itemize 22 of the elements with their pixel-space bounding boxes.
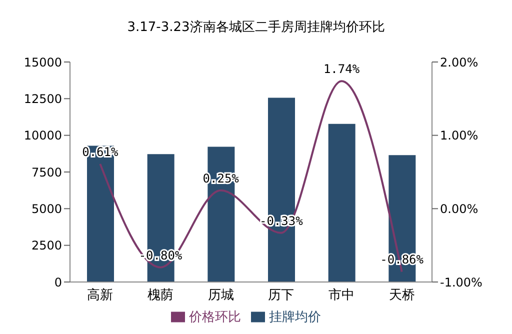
x-tick-label: 历城 (208, 288, 234, 304)
x-tick-label: 天桥 (388, 288, 415, 304)
y2-tick-label: 0.00% (440, 202, 478, 216)
y2-tick-label: 1.00% (440, 128, 478, 143)
x-tick-label: 高新 (87, 287, 114, 304)
y2-tick-label: 2.00% (440, 55, 478, 70)
data-label: 1.74% (323, 62, 360, 76)
y-tick-label: 12500 (24, 92, 62, 106)
y-tick-label: 2500 (31, 238, 62, 253)
y-tick-label: 5000 (31, 202, 62, 216)
y-tick-label: 10000 (24, 128, 62, 143)
chart-title: 3.17-3.23济南各城区二手房周挂牌均价环比 (126, 19, 386, 37)
legend-label: 价格环比 (189, 310, 241, 325)
x-tick-label: 市中 (328, 288, 354, 304)
x-tick-label: 槐荫 (148, 288, 174, 304)
y-tick-label: 0 (54, 275, 62, 290)
y-tick-label: 15000 (24, 55, 62, 70)
y2-tick-label: -1.00% (440, 275, 482, 290)
y-tick-label: 7500 (31, 165, 62, 180)
legend-label: 挂牌均价 (269, 310, 321, 325)
x-tick-label: 历下 (268, 288, 294, 304)
bar (328, 124, 356, 282)
